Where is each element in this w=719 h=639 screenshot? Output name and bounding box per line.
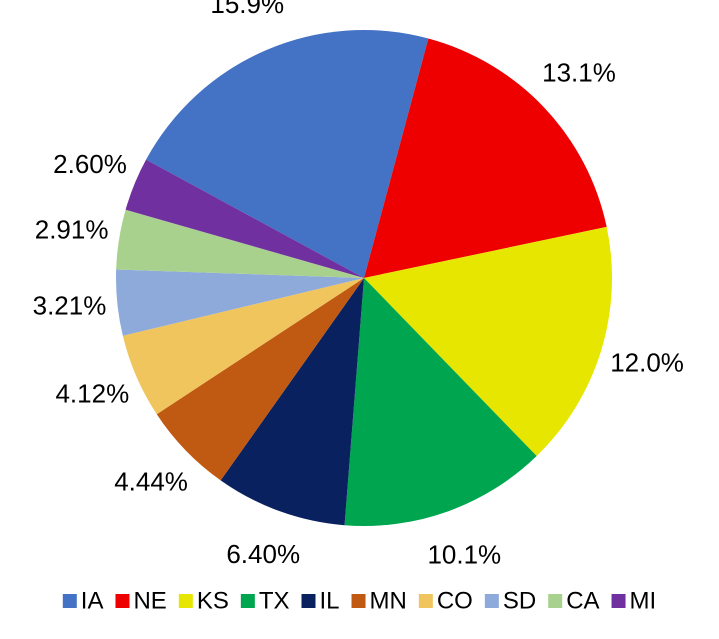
data-label: 2.60% [53,149,127,179]
legend-label: IA [81,587,104,614]
pie-slice [364,226,612,457]
pie-slice [156,278,364,481]
data-label: 3.21% [33,291,107,321]
legend-swatch [484,594,499,608]
legend-label: KS [197,587,229,614]
pie-slice [125,159,365,278]
pie-slice [146,30,429,279]
data-label: 2.91% [35,215,109,245]
pie-slice [116,209,364,278]
legend-label: TX [259,587,290,614]
legend-swatch [240,594,255,608]
legend-label: CO [437,587,473,614]
data-label: 10.1% [427,539,501,569]
legend-swatch [611,594,626,608]
pie-slice [344,278,537,526]
legend-swatch [115,594,130,608]
legend-swatch [351,594,366,608]
data-label: 4.12% [55,378,129,408]
legend-swatch [178,594,193,608]
legend-swatch [301,594,316,608]
legend-label: CA [566,587,599,614]
pie-slice [116,269,364,336]
legend-label: MI [630,587,657,614]
pie-slice [122,278,364,415]
legend-swatch [62,594,77,608]
legend-label: IL [320,587,340,614]
data-label: 6.40% [226,539,300,569]
data-label: 12.0% [610,347,684,377]
legend-label: NE [133,587,166,614]
data-label: 13.1% [542,57,616,87]
legend-swatch [548,594,563,608]
pie-slice [220,278,364,526]
legend-label: MN [370,587,407,614]
data-label: 4.44% [114,466,188,496]
legend-label: SD [503,587,536,614]
pie-slice [364,38,607,279]
data-label: 15.9% [210,0,284,19]
legend-swatch [418,594,433,608]
